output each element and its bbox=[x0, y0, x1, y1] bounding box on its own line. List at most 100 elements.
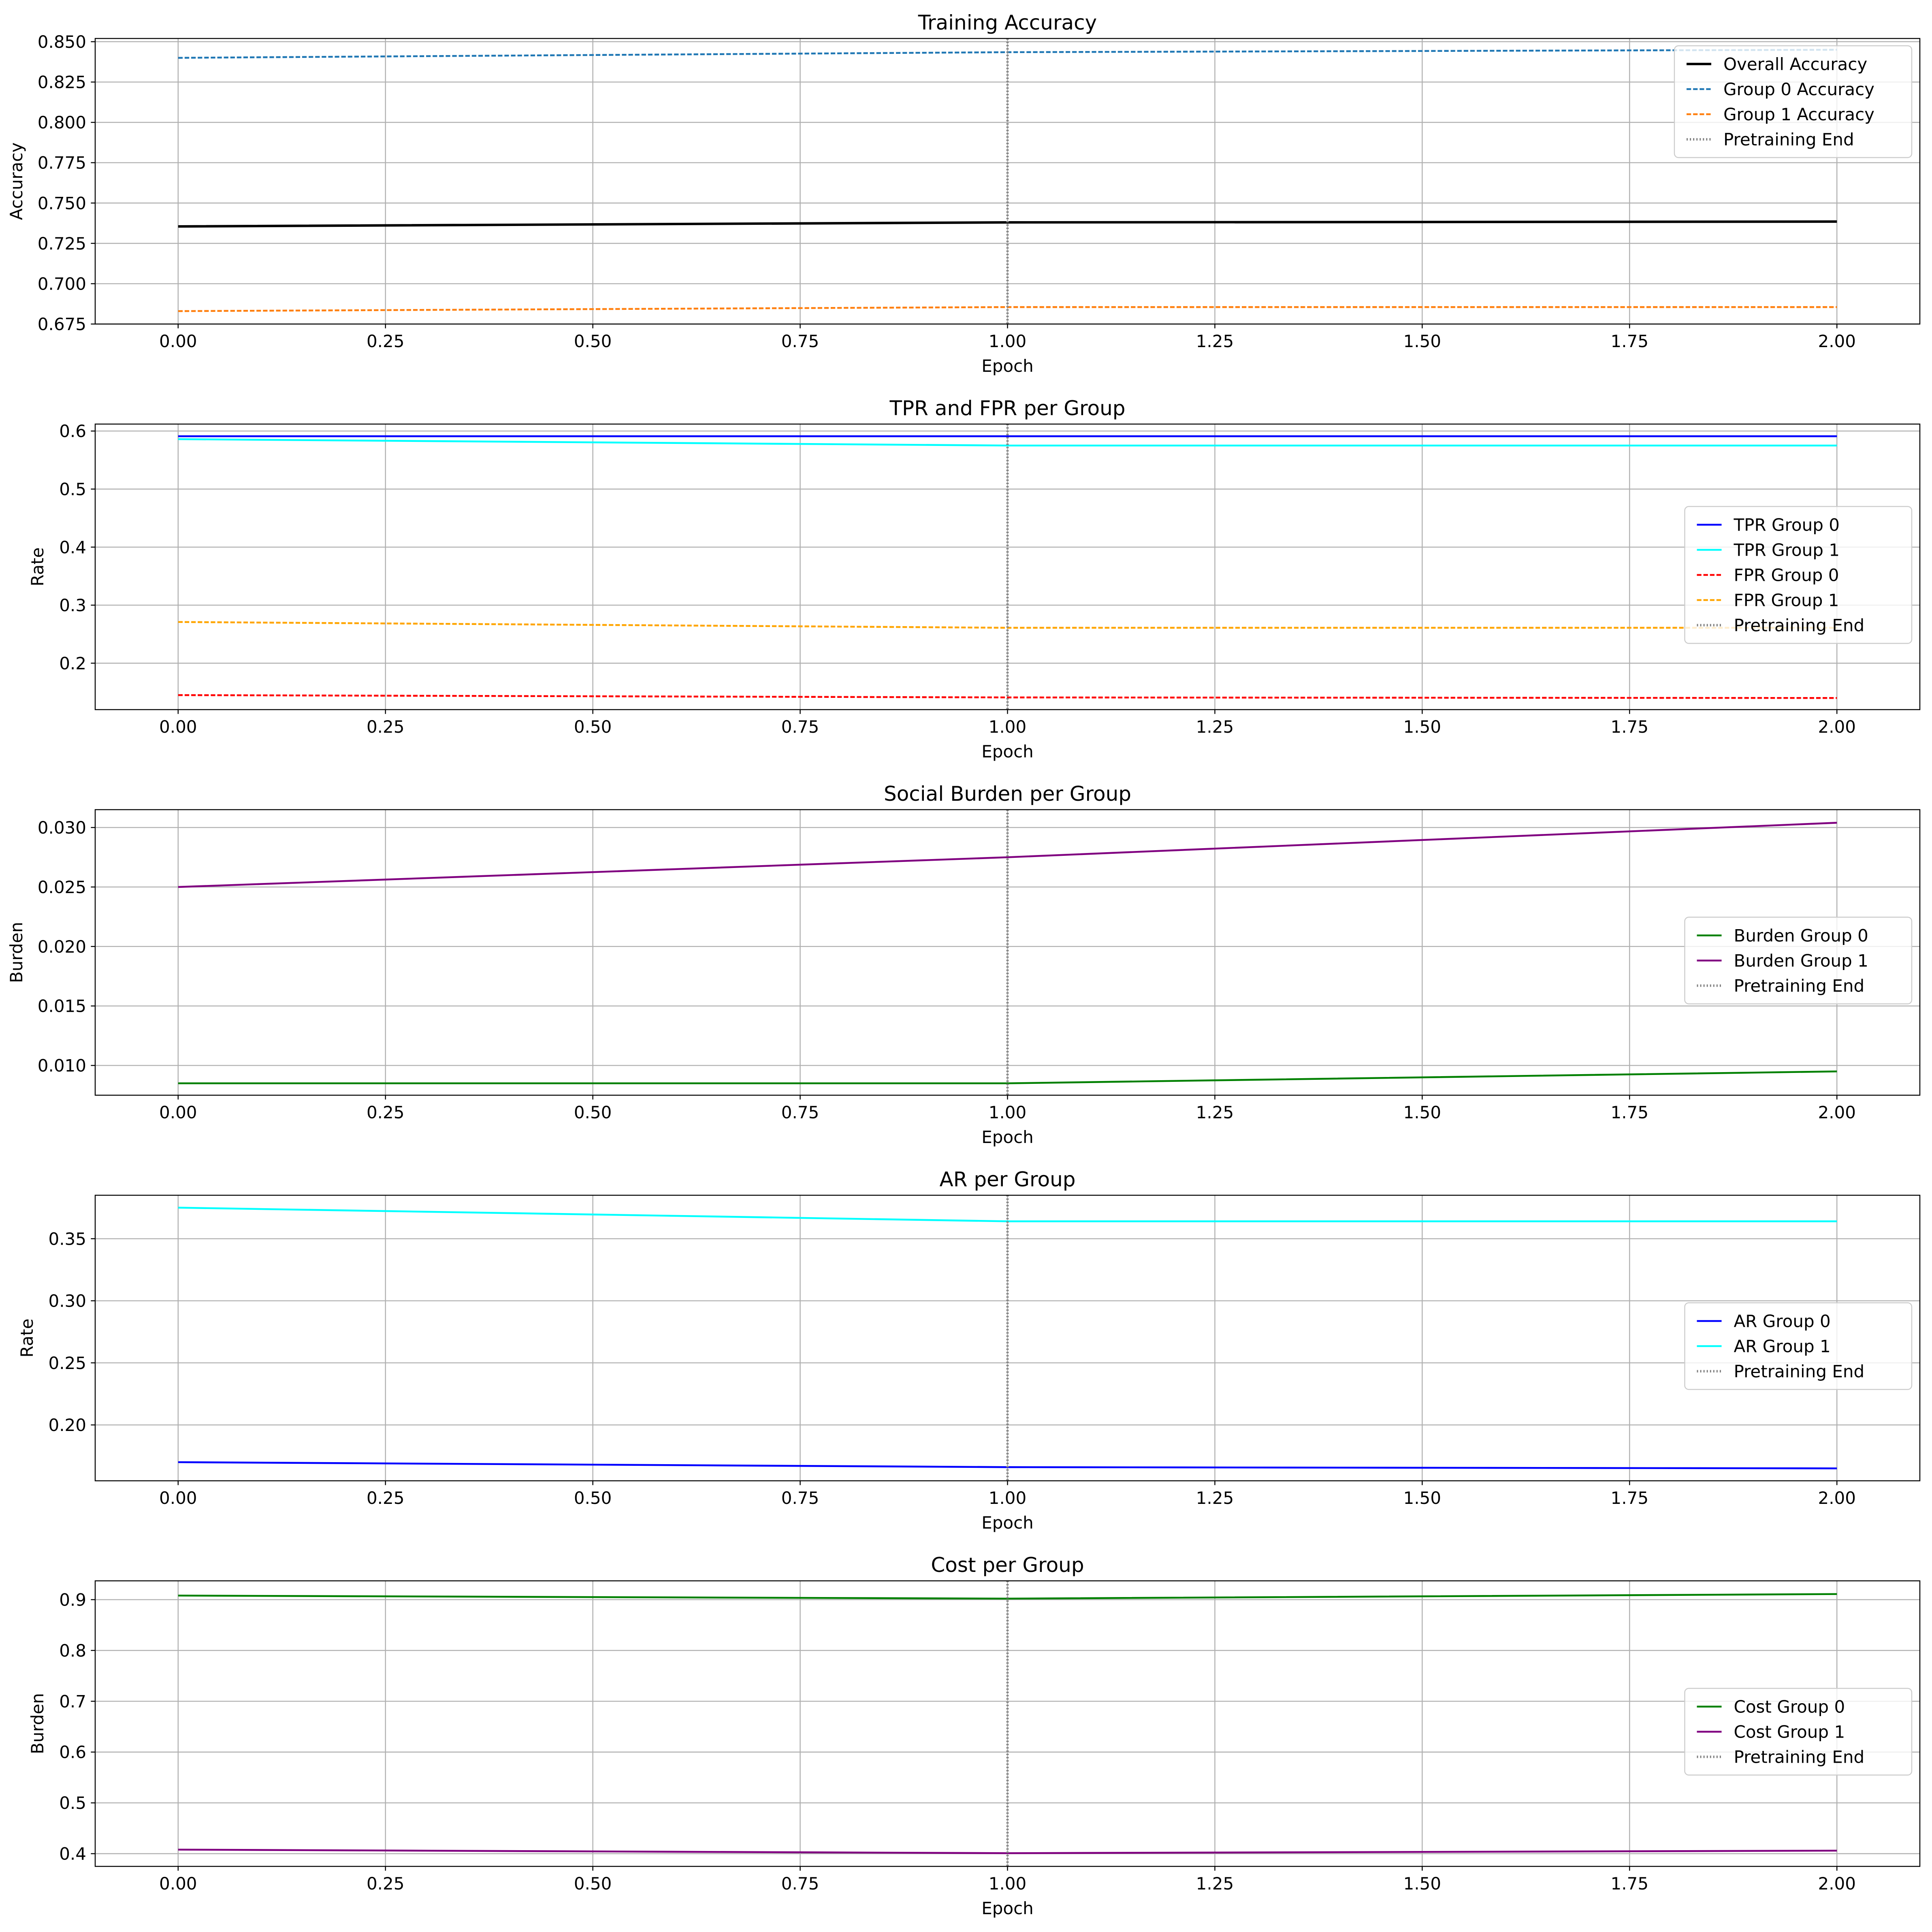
x-tick-label: 1.00 bbox=[989, 717, 1027, 737]
y-tick-label: 0.5 bbox=[59, 1793, 86, 1813]
legend: Burden Group 0 Burden Group 1 Pretraining … bbox=[1684, 917, 1913, 1004]
x-tick-label: 0.75 bbox=[781, 331, 819, 351]
x-tick-label: 1.25 bbox=[1196, 1488, 1234, 1508]
x-tick-label: 0.25 bbox=[367, 1488, 405, 1508]
y-tick-label: 0.35 bbox=[48, 1229, 86, 1249]
series-line-2 bbox=[178, 694, 1837, 699]
y-tick-label: 0.030 bbox=[38, 818, 86, 838]
legend-label: Pretraining End bbox=[1734, 1362, 1865, 1382]
legend-box bbox=[1674, 45, 1913, 158]
x-tick-label: 1.50 bbox=[1403, 717, 1442, 737]
y-tick-label: 0.010 bbox=[38, 1056, 86, 1076]
x-tick-label: 1.75 bbox=[1611, 717, 1649, 737]
x-tick-label: 0.00 bbox=[159, 1488, 197, 1508]
legend-label: TPR Group 1 bbox=[1734, 540, 1840, 560]
x-tick-label: 1.75 bbox=[1611, 1874, 1649, 1894]
legend-label: Pretraining End bbox=[1734, 976, 1865, 996]
y-axis-label: Accuracy bbox=[6, 143, 26, 220]
legend-label: Pretraining End bbox=[1734, 616, 1865, 635]
y-tick-label: 0.8 bbox=[59, 1641, 86, 1661]
x-tick-label: 0.00 bbox=[159, 331, 197, 351]
chart-panel-1: 0.00 0.25 0.50 0.75 1.00 1.25 1.50 1.75 2.00 0.2 0… bbox=[28, 397, 1921, 761]
y-tick-label: 0.850 bbox=[38, 32, 86, 52]
legend-box bbox=[1684, 1302, 1913, 1390]
legend: TPR Group 0 TPR Group 1 FPR Group 0 FPR Gro… bbox=[1684, 506, 1913, 644]
legend-label: Group 1 Accuracy bbox=[1723, 104, 1874, 124]
x-axis-label: Epoch bbox=[981, 1127, 1034, 1147]
x-tick-label: 2.00 bbox=[1818, 331, 1856, 351]
x-axis-label: Epoch bbox=[981, 356, 1034, 376]
x-tick-label: 1.50 bbox=[1403, 1488, 1442, 1508]
y-tick-label: 0.4 bbox=[59, 1844, 86, 1864]
legend-label: Overall Accuracy bbox=[1723, 54, 1867, 74]
x-tick-label: 0.50 bbox=[574, 1102, 612, 1122]
y-tick-label: 0.800 bbox=[38, 113, 86, 132]
y-axis-label: Rate bbox=[17, 1318, 37, 1357]
legend-label: Pretraining End bbox=[1734, 1747, 1865, 1767]
y-axis-label: Burden bbox=[28, 1693, 47, 1754]
x-tick-label: 0.50 bbox=[574, 717, 612, 737]
x-tick-label: 0.75 bbox=[781, 1102, 819, 1122]
x-tick-label: 0.75 bbox=[781, 717, 819, 737]
y-tick-label: 0.3 bbox=[59, 595, 86, 615]
chart-panel-3: 0.00 0.25 0.50 0.75 1.00 1.25 1.50 1.75 2.00 0.20… bbox=[17, 1168, 1921, 1533]
x-tick-label: 1.00 bbox=[989, 1874, 1027, 1894]
chart-title: Social Burden per Group bbox=[884, 782, 1131, 806]
y-tick-label: 0.825 bbox=[38, 73, 86, 92]
legend-label: TPR Group 0 bbox=[1734, 515, 1840, 535]
x-tick-label: 2.00 bbox=[1818, 1102, 1856, 1122]
legend-label: Group 0 Accuracy bbox=[1723, 79, 1874, 99]
y-axis-label: Burden bbox=[6, 922, 26, 983]
x-tick-label: 1.75 bbox=[1611, 331, 1649, 351]
x-axis-label: Epoch bbox=[981, 1898, 1034, 1918]
legend-label: Cost Group 0 bbox=[1734, 1697, 1845, 1717]
x-tick-label: 0.25 bbox=[367, 1102, 405, 1122]
y-tick-label: 0.4 bbox=[59, 537, 86, 557]
chart-title: TPR and FPR per Group bbox=[889, 397, 1125, 420]
x-tick-label: 2.00 bbox=[1818, 717, 1856, 737]
x-tick-label: 1.25 bbox=[1196, 717, 1234, 737]
y-tick-label: 0.025 bbox=[38, 877, 86, 897]
series-line-1 bbox=[178, 1849, 1837, 1854]
x-tick-label: 0.00 bbox=[159, 717, 197, 737]
x-tick-label: 1.25 bbox=[1196, 331, 1234, 351]
chart-title: Training Accuracy bbox=[918, 11, 1097, 34]
legend-label: Cost Group 1 bbox=[1734, 1722, 1845, 1742]
x-tick-label: 1.50 bbox=[1403, 1874, 1442, 1894]
legend: Overall Accuracy Group 0 Accuracy Group 1 … bbox=[1674, 45, 1913, 158]
y-tick-label: 0.5 bbox=[59, 479, 86, 499]
x-tick-label: 1.00 bbox=[989, 1102, 1027, 1122]
x-tick-label: 0.50 bbox=[574, 1874, 612, 1894]
legend-box bbox=[1684, 506, 1913, 644]
y-tick-label: 0.725 bbox=[38, 234, 86, 254]
x-tick-label: 1.25 bbox=[1196, 1102, 1234, 1122]
y-tick-label: 0.6 bbox=[59, 421, 86, 441]
x-tick-label: 1.25 bbox=[1196, 1874, 1234, 1894]
x-tick-label: 1.50 bbox=[1403, 331, 1442, 351]
x-tick-label: 1.00 bbox=[989, 1488, 1027, 1508]
legend-label: FPR Group 0 bbox=[1734, 565, 1839, 585]
series-line-1 bbox=[178, 438, 1837, 447]
x-tick-label: 0.25 bbox=[367, 1874, 405, 1894]
chart-panel-2: 0.00 0.25 0.50 0.75 1.00 1.25 1.50 1.75 2.00 0.01… bbox=[6, 782, 1921, 1147]
x-tick-label: 1.75 bbox=[1611, 1102, 1649, 1122]
x-tick-label: 0.25 bbox=[367, 331, 405, 351]
legend-box bbox=[1684, 1688, 1913, 1776]
x-tick-label: 2.00 bbox=[1818, 1488, 1856, 1508]
legend-box bbox=[1684, 917, 1913, 1004]
y-tick-label: 0.20 bbox=[48, 1415, 86, 1435]
legend: Cost Group 0 Cost Group 1 Pretraining End bbox=[1684, 1688, 1913, 1776]
chart-panel-4: 0.00 0.25 0.50 0.75 1.00 1.25 1.50 1.75 2.00 0.4 0… bbox=[28, 1553, 1921, 1918]
y-tick-label: 0.9 bbox=[59, 1590, 86, 1610]
y-tick-label: 0.6 bbox=[59, 1742, 86, 1762]
x-tick-label: 0.75 bbox=[781, 1874, 819, 1894]
y-tick-label: 0.015 bbox=[38, 996, 86, 1016]
x-tick-label: 0.25 bbox=[367, 717, 405, 737]
series-line-0 bbox=[178, 1593, 1837, 1600]
x-tick-label: 0.00 bbox=[159, 1874, 197, 1894]
series-line-1 bbox=[178, 822, 1837, 888]
x-tick-label: 0.75 bbox=[781, 1488, 819, 1508]
legend: AR Group 0 AR Group 1 Pretraining End bbox=[1684, 1302, 1913, 1390]
